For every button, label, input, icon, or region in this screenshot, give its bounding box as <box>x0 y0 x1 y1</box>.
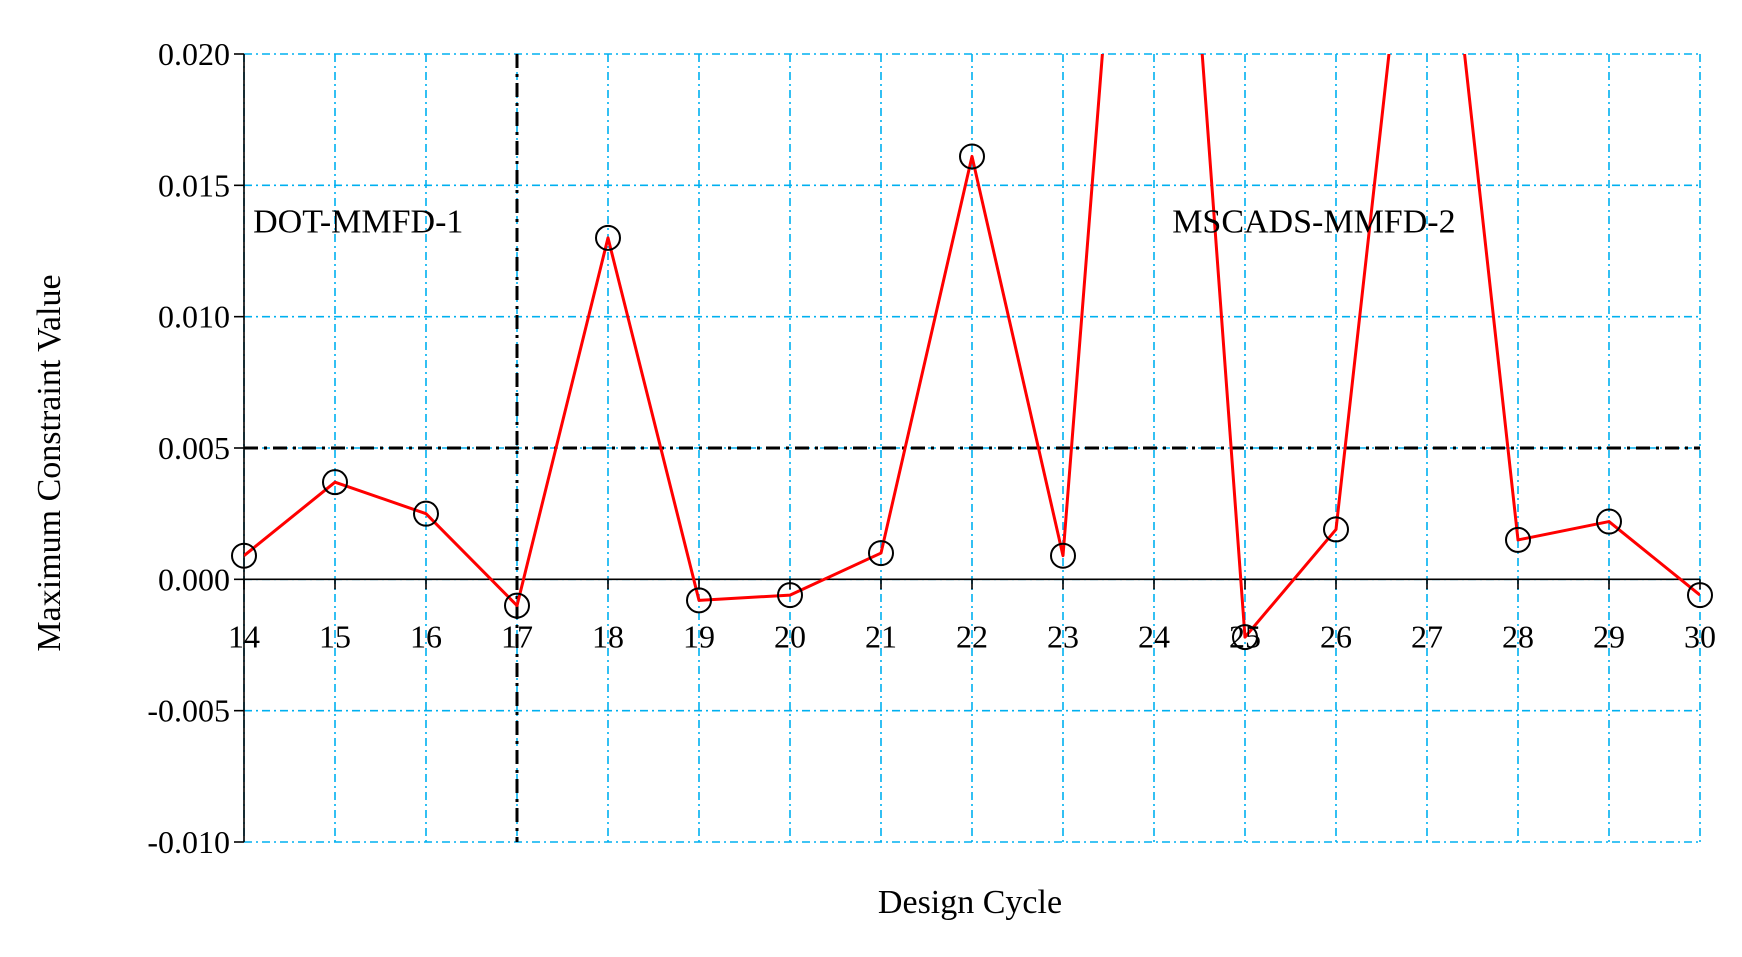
data-point <box>595 224 621 251</box>
data-point <box>959 143 985 170</box>
data-point <box>322 469 348 496</box>
data-point <box>413 500 439 527</box>
x-tick-label: 22 <box>956 618 988 654</box>
y-tick-label: 0.000 <box>158 561 230 597</box>
x-axis-title: Design Cycle <box>878 884 1062 921</box>
x-tick-label: 19 <box>683 618 715 654</box>
annotation-label: MSCADS-MMFD-2 <box>1172 204 1455 241</box>
data-point <box>1323 516 1349 543</box>
x-tick-label: 29 <box>1593 618 1625 654</box>
y-axis-title: Maximum Constraint Value <box>31 274 68 651</box>
data-point <box>231 542 257 569</box>
x-tick-label: 26 <box>1320 618 1352 654</box>
data-point <box>868 540 894 567</box>
y-tick-label: -0.005 <box>147 693 230 729</box>
x-tick-label: 21 <box>865 618 897 654</box>
data-point <box>1687 582 1713 609</box>
x-tick-label: 28 <box>1502 618 1534 654</box>
y-tick-label: -0.010 <box>147 824 230 860</box>
x-tick-label: 25 <box>1229 618 1261 654</box>
data-point <box>686 587 712 614</box>
annotation-label: DOT-MMFD-1 <box>253 204 463 241</box>
markers <box>231 143 1713 651</box>
y-tick-label: 0.010 <box>158 299 230 335</box>
series-line <box>244 54 1700 639</box>
x-tick-label: 30 <box>1684 618 1716 654</box>
y-tick-label: 0.005 <box>158 430 230 466</box>
labels: Design Cycle Maximum Constraint Value 0.… <box>31 36 1716 921</box>
x-tick-label: 24 <box>1138 618 1170 654</box>
reference-lines <box>244 54 1700 842</box>
x-tick-label: 27 <box>1411 618 1443 654</box>
x-tick-label: 16 <box>410 618 442 654</box>
data-point <box>1232 624 1258 651</box>
x-tick-label: 14 <box>228 618 260 654</box>
y-tick-label: 0.015 <box>158 167 230 203</box>
x-tick-label: 17 <box>501 618 533 654</box>
data-point <box>1050 542 1076 569</box>
x-tick-label: 18 <box>592 618 624 654</box>
data-point <box>1505 526 1531 553</box>
data-point <box>504 592 530 619</box>
x-tick-label: 20 <box>774 618 806 654</box>
x-tick-label: 15 <box>319 618 351 654</box>
data-point <box>777 582 803 609</box>
data-point <box>1596 508 1622 535</box>
y-tick-label: 0.020 <box>158 36 230 72</box>
x-tick-label: 23 <box>1047 618 1079 654</box>
series <box>244 54 1700 639</box>
